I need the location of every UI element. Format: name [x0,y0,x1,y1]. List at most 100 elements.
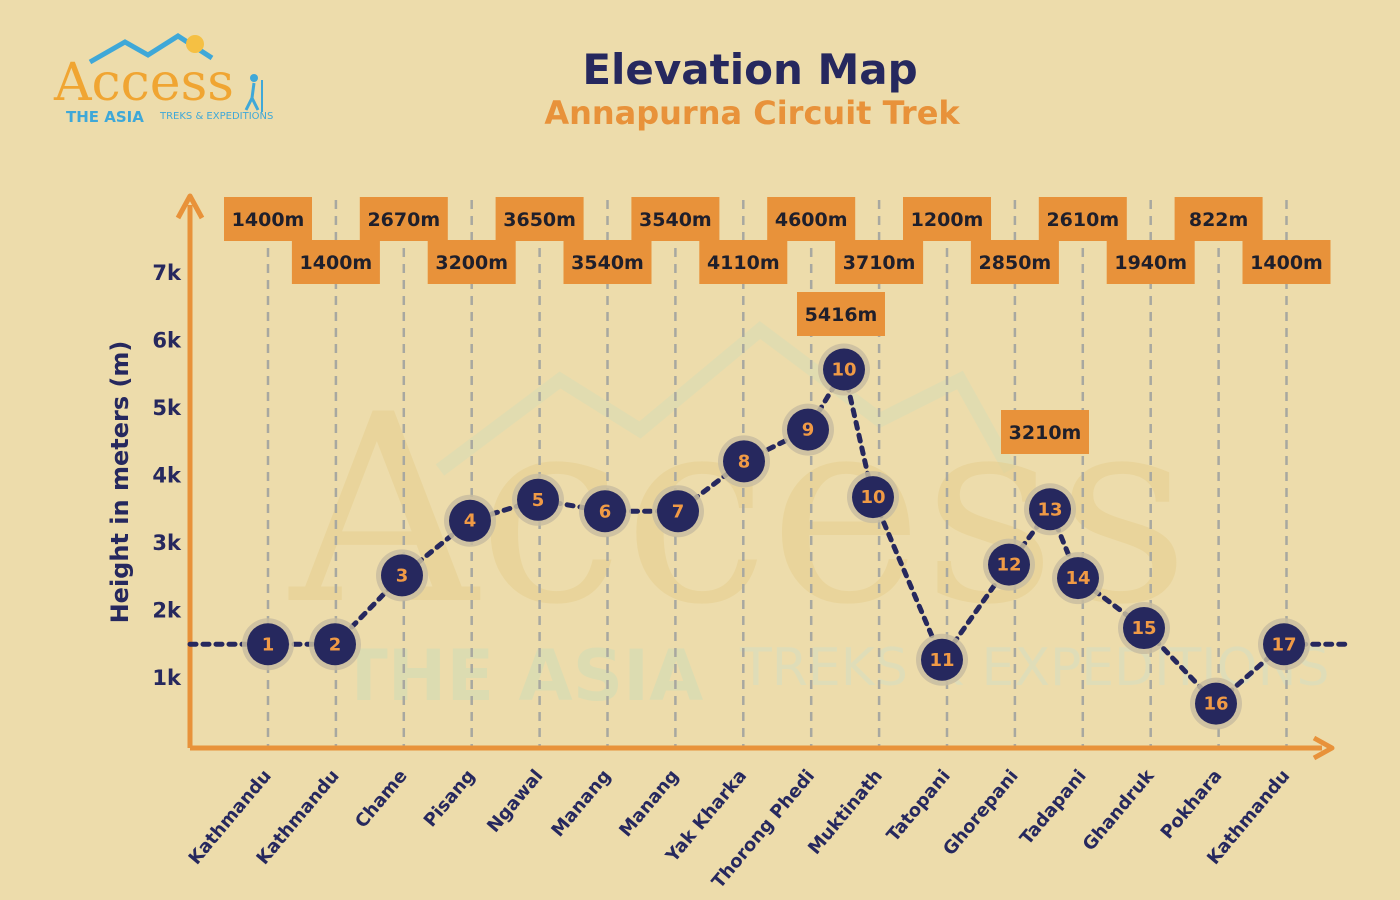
elevation-label: 4110m [699,240,788,284]
axes [175,193,1335,761]
elevation-label-text: 3650m [503,209,576,231]
day-marker-number: 14 [1065,568,1090,589]
elevation-label: 2850m [970,240,1059,284]
day-marker: 10 [847,471,899,524]
watermark-tagline: THE ASIA [340,635,703,717]
peak-annotation-box [1001,410,1089,454]
x-tick-label: Ngawal [483,766,547,837]
day-marker-dot [823,348,865,391]
x-tick-label: Pokhara [1157,766,1227,843]
elevation-label-box [291,240,380,284]
peak-annotation: 5416m [797,292,885,336]
elevation-label-text: 4110m [707,252,780,274]
day-marker-dot [723,440,765,483]
day-marker-number: 11 [929,650,954,671]
day-marker: 14 [1052,552,1104,605]
elevation-label: 822m [1174,197,1263,241]
elevation-label-text: 1400m [300,252,373,274]
y-tick-label: 3k [152,531,182,555]
elevation-label-text: 3710m [843,252,916,274]
day-marker: 13 [1024,483,1076,536]
elevation-label-box [563,240,652,284]
day-marker: 17 [1258,618,1310,671]
elevation-label: 1400m [224,197,312,241]
elevation-label: 3650m [495,197,584,241]
elevation-label-box [699,240,788,284]
day-marker-number: 10 [831,360,856,381]
x-tick-label: Ghandruk [1079,765,1159,855]
y-tick-label: 1k [152,666,182,690]
day-marker-dot [517,478,559,521]
x-tick-label: Manang [615,766,683,841]
y-axis-label: Height in meters (m) [106,341,134,624]
day-marker-number: 9 [802,420,815,441]
elevation-label: 3540m [631,197,720,241]
day-marker: 8 [718,435,770,488]
peak-annotation-box [797,292,885,336]
elevation-label: 3540m [563,240,652,284]
day-marker-number: 8 [738,451,751,472]
peak-annotation-text: 3210m [1009,422,1082,444]
x-tick-label: Manang [547,766,615,841]
elevation-label: 1200m [903,197,991,241]
day-marker-number: 5 [532,490,545,511]
day-marker-dot [988,543,1030,586]
watermark-subline: TREKS & EXPEDITIONS [739,638,1329,698]
day-marker-number: 7 [672,501,685,522]
y-tick-labels: 1k 2k 3k 4k 5k 6k 7k [152,261,182,690]
day-marker-number: 17 [1271,634,1296,655]
logo-sun-icon [186,35,204,53]
day-marker-number: 2 [329,634,342,655]
day-marker-dot [921,638,963,681]
day-marker: 10 [818,343,870,396]
elevation-label-text: 3540m [571,252,644,274]
x-tick-label: Tatopani [883,766,955,846]
day-marker: 1 [242,618,294,671]
elevation-label-box [1242,240,1331,284]
day-marker-number: 13 [1037,499,1062,520]
elevation-label-box [835,240,924,284]
day-marker: 12 [983,538,1035,591]
elevation-labels: 1400m 1400m 2670m 3200m 3650m 3540m 3540m 4110m… [224,197,1331,284]
day-marker-dot [247,623,289,666]
elevation-label-box [1038,197,1127,241]
day-marker-dot [1029,488,1071,531]
day-marker-dot [787,408,829,451]
annotations: 5416m 3210m [797,292,1089,454]
logo-subline: TREKS & EXPEDITIONS [159,111,273,122]
elevation-label: 1400m [1242,240,1331,284]
day-marker: 9 [782,403,834,456]
elevation-label-box [970,240,1059,284]
x-tick-label: Pisang [420,766,480,832]
x-axis-arrow-icon [1312,735,1335,761]
elevation-label: 1400m [291,240,380,284]
elevation-label-text: 2610m [1046,209,1119,231]
day-marker-number: 10 [860,487,885,508]
elevation-label: 3200m [427,240,516,284]
day-marker-number: 4 [464,511,477,532]
day-marker: 7 [652,485,704,538]
day-marker-dot [657,490,699,533]
elevation-label: 2610m [1038,197,1127,241]
elevation-label-box [767,197,856,241]
day-marker: 16 [1190,677,1242,730]
day-marker: 6 [579,485,631,538]
elevation-label-box [1174,197,1263,241]
elevation-dotted-line [187,362,1353,708]
y-axis-arrow-icon [175,193,205,220]
day-marker: 2 [309,618,361,671]
day-marker-dot [852,476,894,519]
y-tick-label: 7k [152,261,182,285]
elevation-label-box [427,240,516,284]
x-tick-label: Chame [351,766,412,832]
day-marker-number: 16 [1203,694,1228,715]
y-tick-label: 6k [152,329,182,353]
day-marker: 4 [444,494,496,547]
elevation-label-text: 1400m [232,209,305,231]
watermark-mountains [435,321,1017,476]
day-marker-dot [381,554,423,597]
y-tick-label: 2k [152,599,182,623]
